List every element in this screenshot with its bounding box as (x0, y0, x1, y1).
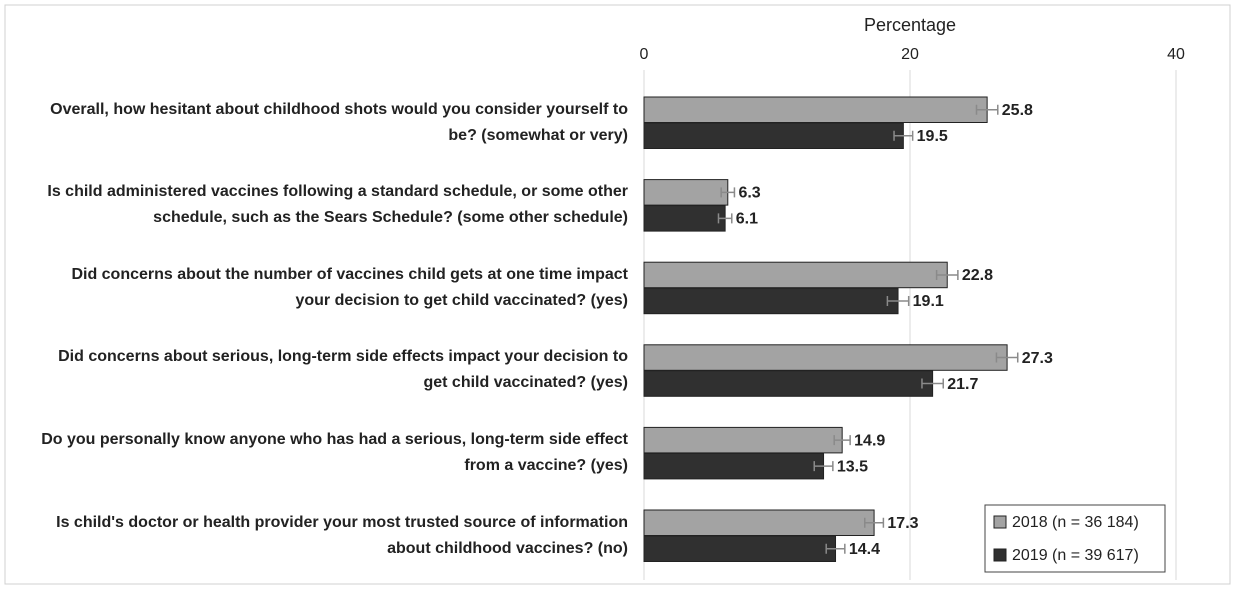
category-label: Is child's doctor or health provider you… (56, 513, 628, 557)
error-bar (995, 352, 1019, 363)
error-bar (833, 435, 851, 446)
data-label: 19.1 (913, 293, 944, 310)
bar (643, 122, 904, 149)
x-tick-label: 20 (901, 46, 919, 63)
data-label: 19.5 (917, 128, 948, 145)
data-label: 14.9 (854, 432, 885, 449)
bar (643, 370, 934, 397)
bar (643, 452, 825, 480)
legend-swatch (993, 548, 1007, 562)
data-label: 13.5 (837, 458, 868, 475)
bar (643, 287, 899, 315)
legend-label: 2019 (n = 39 617) (1012, 547, 1139, 564)
category-label-box: Overall, how hesitant about childhood sh… (50, 100, 628, 144)
error-bar (717, 213, 733, 224)
error-bar (720, 187, 736, 198)
data-label: 6.1 (736, 211, 758, 228)
error-bar (935, 269, 959, 280)
data-label: 27.3 (1022, 350, 1053, 367)
category-label: Did concerns about the number of vaccine… (71, 265, 628, 309)
data-label: 6.3 (738, 185, 760, 202)
category-label-box: Did concerns about the number of vaccine… (71, 265, 628, 309)
legend-label: 2018 (n = 36 184) (1012, 514, 1139, 531)
bar (643, 344, 1008, 371)
bar (643, 261, 948, 289)
error-bar (864, 517, 885, 528)
category-label: Is child administered vaccines following… (47, 183, 628, 227)
data-label: 14.4 (849, 541, 880, 558)
category-label: Did concerns about serious, long-term si… (58, 348, 628, 392)
axis-title: Percentage (864, 15, 956, 35)
bar (643, 509, 875, 536)
data-label: 25.8 (1002, 102, 1033, 119)
chart-border (4, 4, 1231, 585)
error-bar (825, 543, 846, 554)
category-label-box: Is child's doctor or health provider you… (56, 513, 628, 557)
error-bar (813, 461, 834, 472)
error-bar (886, 295, 910, 306)
data-label: 21.7 (947, 376, 978, 393)
error-bar (921, 378, 944, 389)
category-label: Overall, how hesitant about childhood sh… (50, 100, 628, 144)
category-label: Do you personally know anyone who has ha… (41, 430, 628, 474)
bar (643, 205, 726, 232)
category-label-box: Did concerns about serious, long-term si… (58, 348, 628, 392)
x-tick-label: 40 (1167, 46, 1185, 63)
error-bar (975, 104, 999, 115)
data-label: 17.3 (887, 515, 918, 532)
x-tick-label: 0 (640, 46, 649, 63)
legend-swatch (993, 515, 1007, 529)
bar (643, 535, 837, 562)
bar (643, 179, 729, 206)
category-label-box: Is child administered vaccines following… (47, 183, 628, 227)
bar (643, 426, 843, 454)
legend-box (984, 504, 1166, 573)
data-label: 22.8 (962, 267, 993, 284)
error-bar (893, 130, 914, 141)
category-label-box: Do you personally know anyone who has ha… (41, 430, 628, 474)
bar (643, 96, 988, 123)
